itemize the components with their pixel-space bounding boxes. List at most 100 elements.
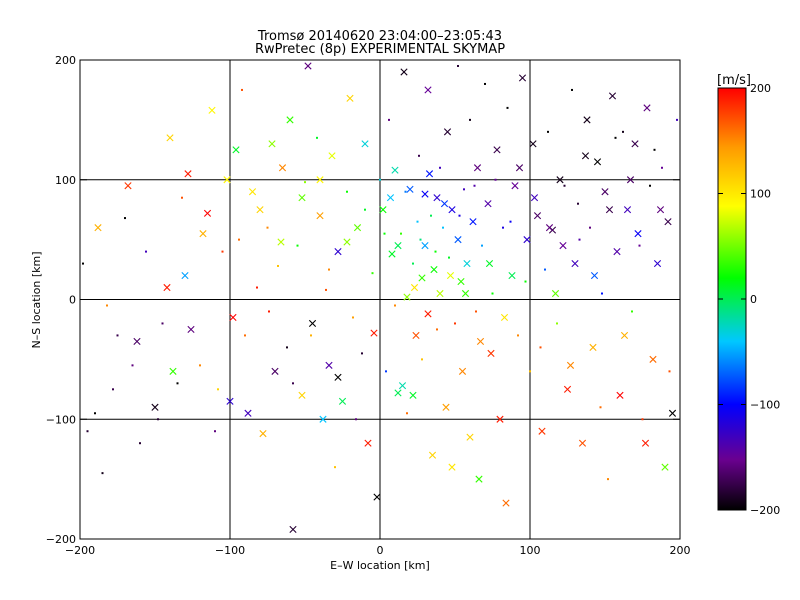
data-point-x — [428, 451, 437, 459]
data-point-x — [203, 209, 212, 217]
data-point-dot — [394, 304, 396, 307]
data-point-x — [559, 242, 567, 250]
data-point-dot — [419, 238, 422, 241]
data-point-x — [370, 329, 378, 337]
data-point-dot — [439, 166, 441, 169]
data-point-dot — [517, 334, 519, 337]
data-point-x — [394, 242, 402, 250]
data-point-dot — [101, 472, 104, 475]
data-point-x — [496, 415, 504, 423]
data-point-x — [184, 170, 192, 178]
data-point-x — [229, 313, 237, 322]
data-point-dot — [448, 256, 450, 259]
data-point-x — [457, 277, 465, 286]
data-point-x — [500, 313, 509, 322]
data-point-x — [476, 337, 485, 346]
data-point-dot — [416, 220, 419, 223]
data-point-x — [316, 176, 324, 184]
data-point-x — [533, 212, 542, 220]
data-point-dot — [379, 178, 381, 181]
data-point-dot — [502, 226, 504, 229]
data-point-x — [223, 176, 231, 184]
data-point-dot — [124, 217, 126, 220]
data-point-dot — [481, 244, 483, 247]
data-point-x — [661, 463, 669, 471]
grid-lines — [80, 60, 680, 539]
data-point-x — [94, 224, 102, 232]
data-point-dot — [325, 288, 327, 291]
data-point-x — [278, 164, 287, 172]
data-point-x — [626, 176, 635, 184]
data-point-x — [538, 427, 546, 435]
y-tick-label: 100 — [55, 174, 76, 187]
data-point-x — [668, 409, 677, 417]
data-point-x — [421, 190, 429, 198]
data-point-dot — [404, 190, 407, 193]
colorbar-label: [m/s] — [717, 73, 751, 88]
data-point-x — [424, 86, 432, 94]
data-point-x — [316, 212, 324, 220]
data-point-dot — [578, 238, 581, 241]
data-point-dot — [266, 226, 269, 229]
colorbar: [m/s] 200 100 0 −100 −200 — [717, 73, 780, 517]
data-point-x — [277, 238, 285, 246]
data-point-x — [484, 200, 492, 208]
data-point-dot — [469, 118, 471, 121]
data-point-dot — [361, 352, 363, 355]
data-point-x — [388, 250, 396, 258]
data-point-x — [563, 385, 572, 393]
data-point-x — [502, 499, 510, 507]
data-point-x — [391, 166, 399, 174]
data-point-x — [634, 230, 642, 238]
data-point-x — [343, 238, 351, 246]
x-tick-label: 0 — [377, 544, 384, 557]
x-tick-label: 200 — [670, 544, 691, 557]
data-point-x — [364, 439, 372, 447]
data-point-x — [523, 236, 531, 244]
data-point-x — [394, 389, 402, 397]
data-point-x — [410, 283, 419, 292]
data-point-dot — [599, 406, 602, 409]
data-point-dot — [181, 196, 183, 199]
data-point-dot — [221, 250, 224, 253]
data-point-dot — [217, 388, 219, 391]
data-point-x — [443, 128, 452, 136]
data-point-x — [601, 188, 609, 196]
data-point-dot — [385, 370, 387, 373]
data-point-x — [581, 152, 590, 160]
data-point-dot — [491, 292, 494, 295]
data-point-x — [425, 170, 434, 178]
data-point-x — [613, 248, 621, 256]
data-point-dot — [268, 310, 270, 313]
colorbar-tick-label: 100 — [750, 188, 771, 201]
data-point-x — [418, 274, 426, 282]
data-point-x — [361, 140, 369, 148]
data-point-dot — [112, 388, 114, 391]
data-point-dot — [589, 226, 591, 229]
data-point-dot — [547, 130, 549, 133]
colorbar-tick-label: 200 — [750, 82, 771, 95]
data-point-dot — [454, 322, 456, 325]
data-point-x — [466, 433, 474, 441]
data-point-x — [551, 289, 560, 298]
data-point-x — [166, 134, 174, 142]
data-point-x — [403, 293, 411, 301]
data-point-dot — [556, 322, 558, 325]
data-point-x — [590, 271, 599, 280]
data-point-dot — [328, 268, 330, 271]
x-axis-label: E–W location [km] — [330, 559, 430, 572]
data-point-x — [430, 265, 438, 274]
data-point-x — [169, 367, 177, 375]
data-point-x — [461, 289, 470, 298]
y-axis-label: N–S location [km] — [30, 251, 43, 348]
data-point-x — [556, 176, 564, 184]
data-point-x — [353, 224, 362, 232]
data-point-x — [487, 349, 495, 357]
data-point-dot — [421, 358, 423, 361]
data-point-x — [641, 439, 650, 447]
data-point-dot — [244, 334, 246, 337]
data-point-dot — [286, 346, 288, 349]
data-point-x — [643, 104, 651, 112]
data-point-dot — [304, 181, 306, 184]
